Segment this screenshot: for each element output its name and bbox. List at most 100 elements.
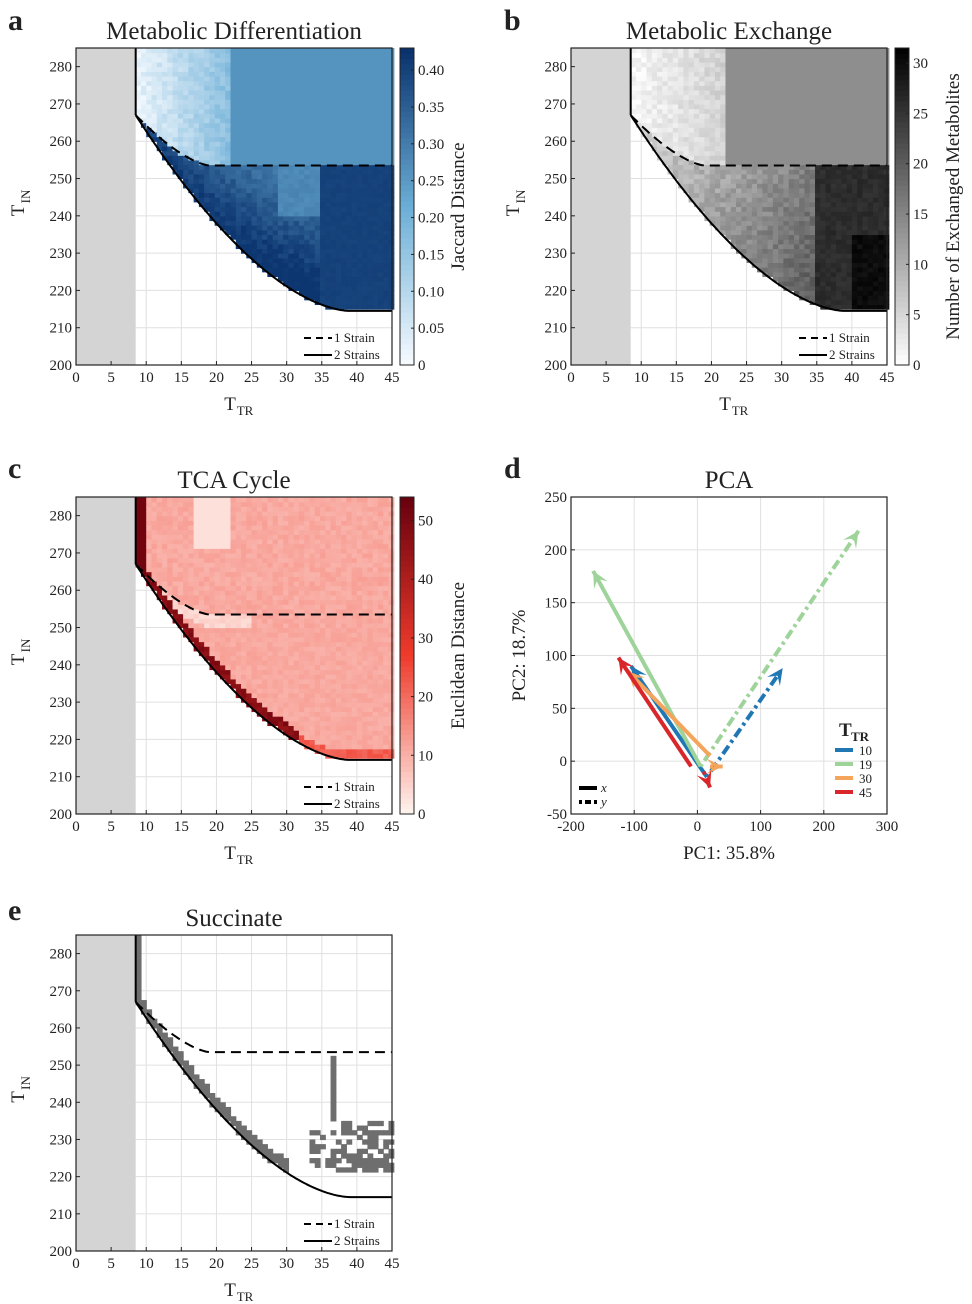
heatmap-cell xyxy=(325,66,332,72)
heatmap-cell xyxy=(725,225,732,231)
heatmap-cell xyxy=(872,178,879,184)
heatmap-cell xyxy=(356,201,363,208)
heatmap-cell xyxy=(320,262,326,268)
heatmap-cell xyxy=(341,141,347,147)
heatmap-cell xyxy=(235,197,242,203)
heatmap-cell xyxy=(362,276,369,282)
heatmap-cell xyxy=(341,215,347,222)
heatmap-cell xyxy=(372,178,379,184)
heatmap-cell xyxy=(325,281,332,287)
heatmap-cell xyxy=(809,108,816,114)
heatmap-cell xyxy=(256,131,263,138)
heatmap-cell xyxy=(267,131,274,138)
heatmap-cell xyxy=(304,285,311,292)
colorbar-segment xyxy=(400,285,414,292)
heatmap-cell xyxy=(841,225,848,231)
heatmap-cell xyxy=(283,145,290,152)
heatmap-cell xyxy=(293,159,300,166)
heatmap-cell xyxy=(736,48,742,54)
heatmap-cell xyxy=(704,197,711,203)
heatmap-cell xyxy=(351,173,358,180)
heatmap-cell xyxy=(193,80,200,86)
heatmap-cell xyxy=(725,103,732,110)
heatmap-cell xyxy=(135,520,142,526)
heatmap-cell xyxy=(225,215,232,222)
heatmap-cell xyxy=(172,75,179,82)
heatmap-cell xyxy=(851,290,858,296)
heatmap-cell xyxy=(751,127,758,133)
heatmap-cell xyxy=(309,239,316,245)
heatmap-cell xyxy=(857,253,864,259)
heatmap-cell xyxy=(288,281,295,287)
heatmap-cell xyxy=(836,253,842,259)
heatmap-cell xyxy=(351,48,358,54)
heatmap-cell xyxy=(277,243,284,250)
heatmap-cell xyxy=(783,211,790,217)
heatmap-cell xyxy=(135,538,142,545)
heatmap-cell xyxy=(209,173,216,180)
heatmap-cell xyxy=(256,164,263,170)
heatmap-cell xyxy=(688,183,695,189)
heatmap-cell xyxy=(209,632,216,638)
heatmap-cell xyxy=(736,225,742,231)
heatmap-cell xyxy=(878,145,885,152)
heatmap-cell xyxy=(298,271,305,278)
heatmap-cell xyxy=(383,201,390,208)
heatmap-cell xyxy=(635,61,642,68)
heatmap-cell xyxy=(377,155,384,161)
heatmap-cell xyxy=(846,155,853,161)
heatmap-cell xyxy=(704,155,711,161)
heatmap-cell xyxy=(846,192,853,198)
heatmap-cell xyxy=(320,169,326,175)
heatmap-cell xyxy=(156,136,163,142)
heatmap-cell xyxy=(341,169,347,175)
heatmap-cell xyxy=(809,248,816,254)
heatmap-cell xyxy=(162,75,168,82)
heatmap-cell xyxy=(809,243,816,250)
heatmap-cell xyxy=(746,243,753,250)
heatmap-cell xyxy=(256,178,263,184)
heatmap-cell xyxy=(377,183,384,189)
heatmap-cell xyxy=(762,159,769,166)
heatmap-cell xyxy=(204,85,211,91)
heatmap-cell xyxy=(283,99,290,105)
heatmap-cell xyxy=(251,108,258,114)
heatmap-cell xyxy=(314,108,321,114)
heatmap-cell xyxy=(820,192,827,198)
heatmap-cell xyxy=(219,52,226,58)
heatmap-cell xyxy=(162,515,168,521)
heatmap-cell xyxy=(872,117,879,124)
heatmap-cell xyxy=(830,136,837,142)
heatmap-cell xyxy=(841,201,848,208)
heatmap-cell xyxy=(235,183,242,189)
heatmap-cell xyxy=(256,117,263,124)
heatmap-cell xyxy=(730,80,737,86)
heatmap-cell xyxy=(693,61,700,68)
heatmap-cell xyxy=(288,80,295,86)
heatmap-cell xyxy=(267,75,274,82)
colorbar-tick-label: 0.30 xyxy=(418,137,444,153)
heatmap-cell xyxy=(298,257,305,264)
heatmap-cell xyxy=(709,183,716,189)
x-tick-label: 10 xyxy=(139,370,154,386)
heatmap-cell xyxy=(672,131,679,138)
heatmap-cell xyxy=(846,169,853,175)
heatmap-cell xyxy=(836,52,842,58)
heatmap-cell xyxy=(778,85,785,91)
heatmap-cell xyxy=(209,145,216,152)
heatmap-cell xyxy=(335,141,342,147)
heatmap-cell xyxy=(262,215,268,222)
heatmap-cell xyxy=(167,548,174,554)
heatmap-cell xyxy=(267,215,274,222)
heatmap-cell xyxy=(683,48,690,54)
heatmap-cell xyxy=(177,529,184,535)
heatmap-cell xyxy=(341,80,347,86)
heatmap-cell xyxy=(862,117,869,124)
heatmap-cell xyxy=(646,48,653,54)
heatmap-cell xyxy=(815,197,821,203)
panel-c: 0 5 10 15 20 25 30 35 40 452002102202302402502602… xyxy=(8,467,469,867)
heatmap-cell xyxy=(709,206,716,212)
heatmap-cell xyxy=(219,220,226,226)
heatmap-cell xyxy=(730,113,737,119)
heatmap-cell xyxy=(335,164,342,170)
